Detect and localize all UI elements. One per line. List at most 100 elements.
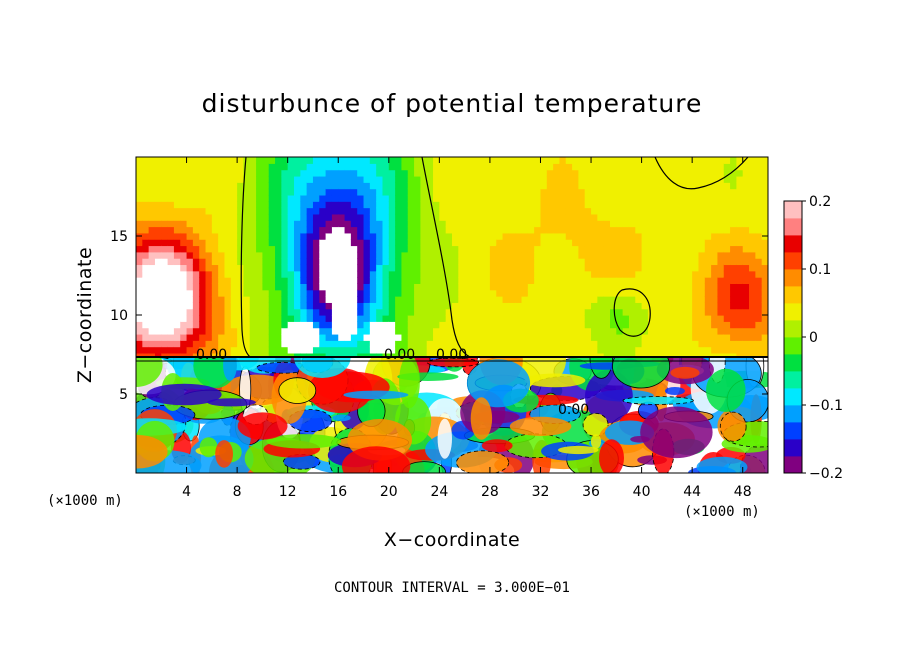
field-cell	[628, 226, 636, 234]
field-cell	[572, 264, 579, 272]
field-cell	[534, 270, 542, 278]
field-cell	[186, 321, 194, 329]
field-cell	[262, 163, 270, 171]
field-cell	[496, 327, 504, 335]
field-cell	[388, 157, 396, 164]
field-cell	[458, 296, 466, 303]
field-cell	[610, 308, 617, 316]
field-cell	[420, 346, 428, 354]
field-cell	[433, 327, 440, 335]
field-cell	[660, 157, 668, 164]
field-cell	[230, 340, 238, 348]
field-cell	[142, 163, 150, 171]
field-cell	[546, 220, 554, 228]
field-cell	[749, 346, 756, 354]
field-cell	[641, 194, 649, 202]
field-cell	[647, 258, 655, 266]
field-cell	[142, 321, 150, 329]
field-cell	[610, 188, 617, 196]
field-cell	[300, 169, 308, 177]
turbulence-patch	[599, 439, 624, 473]
field-cell	[401, 289, 409, 297]
field-cell	[483, 207, 491, 215]
field-cell	[641, 213, 649, 221]
field-cell	[616, 296, 624, 303]
field-cell	[660, 340, 668, 348]
field-cell	[452, 321, 459, 329]
field-cell	[262, 239, 270, 247]
field-cell	[572, 308, 579, 316]
field-cell	[382, 315, 390, 322]
field-cell	[458, 289, 466, 297]
field-cell	[723, 296, 731, 303]
field-cell	[508, 308, 516, 316]
field-cell	[376, 346, 384, 354]
field-cell	[477, 157, 485, 164]
field-cell	[287, 296, 295, 303]
field-cell	[616, 245, 624, 253]
field-cell	[281, 315, 289, 322]
field-cell	[755, 296, 763, 303]
field-cell	[426, 258, 434, 266]
field-cell	[685, 321, 693, 329]
field-cell	[610, 296, 617, 303]
field-cell	[692, 258, 700, 266]
field-cell	[584, 340, 592, 348]
field-cell	[508, 283, 516, 291]
field-cell	[445, 245, 453, 253]
field-cell	[344, 346, 352, 354]
field-cell	[628, 251, 636, 259]
field-cell	[704, 289, 712, 297]
field-cell	[338, 239, 346, 247]
field-cell	[483, 239, 491, 247]
field-cell	[154, 321, 162, 329]
field-cell	[496, 270, 504, 278]
field-cell	[407, 264, 415, 272]
field-cell	[578, 333, 586, 341]
field-cell	[331, 302, 339, 310]
field-cell	[256, 346, 263, 354]
field-cell	[616, 302, 624, 310]
field-cell	[502, 308, 510, 316]
x-tick-label: 20	[380, 484, 398, 500]
field-cell	[749, 245, 756, 253]
field-cell	[698, 226, 706, 234]
field-cell	[382, 283, 390, 291]
field-cell	[660, 182, 668, 190]
field-cell	[414, 194, 421, 202]
field-cell	[521, 213, 529, 221]
field-cell	[603, 245, 611, 253]
field-cell	[559, 315, 567, 322]
field-cell	[527, 163, 535, 171]
field-cell	[420, 251, 428, 259]
field-cell	[610, 302, 617, 310]
field-cell	[711, 340, 719, 348]
field-cell	[704, 239, 712, 247]
field-cell	[749, 333, 756, 341]
field-cell	[350, 315, 358, 322]
field-cell	[641, 289, 649, 297]
field-cell	[306, 302, 314, 310]
field-cell	[167, 270, 175, 278]
field-cell	[628, 346, 636, 354]
field-cell	[218, 315, 226, 322]
field-cell	[401, 188, 409, 196]
field-cell	[470, 327, 478, 335]
field-cell	[142, 220, 150, 228]
field-cell	[489, 346, 497, 354]
field-cell	[660, 213, 668, 221]
field-cell	[268, 308, 276, 316]
field-cell	[749, 258, 756, 266]
field-cell	[357, 251, 365, 259]
field-cell	[673, 283, 681, 291]
field-cell	[180, 157, 188, 164]
field-cell	[692, 333, 700, 341]
field-cell	[761, 207, 768, 215]
field-cell	[154, 157, 162, 164]
field-cell	[679, 308, 687, 316]
field-cell	[502, 163, 510, 171]
field-cell	[622, 232, 630, 240]
field-cell	[654, 232, 662, 240]
field-cell	[527, 157, 535, 164]
field-cell	[136, 321, 143, 329]
